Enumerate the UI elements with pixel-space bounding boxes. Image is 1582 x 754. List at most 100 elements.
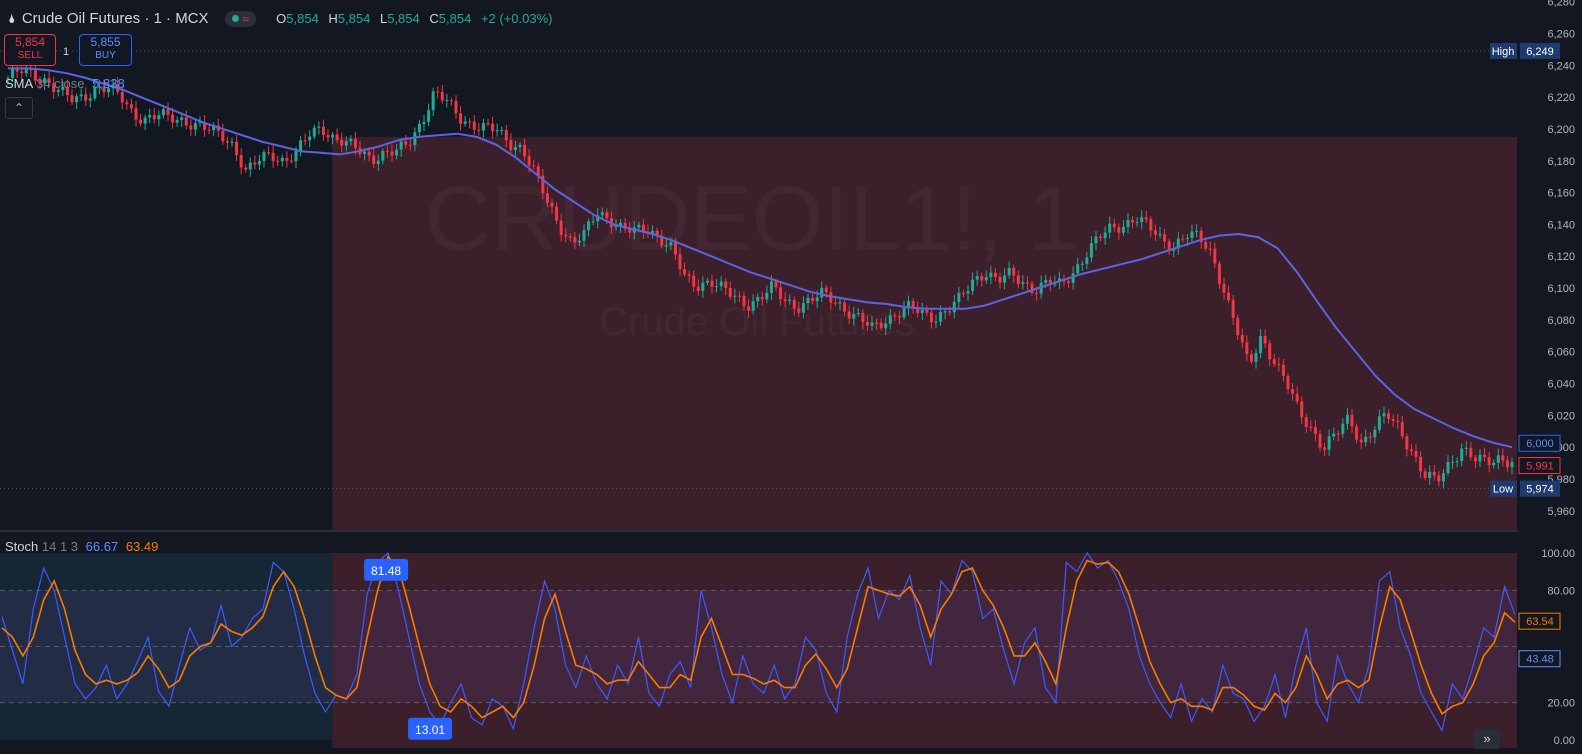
- sma-name: SMA: [5, 76, 33, 91]
- candle-body: [1112, 223, 1116, 228]
- candle-body: [239, 154, 243, 168]
- candle-body: [491, 123, 495, 132]
- candle-body: [1355, 426, 1359, 440]
- candle-body: [600, 212, 604, 216]
- candle-body: [326, 135, 330, 138]
- candle-body: [20, 71, 24, 74]
- candle-body: [468, 121, 472, 123]
- candle-body: [591, 221, 595, 223]
- candle-body: [285, 157, 289, 161]
- candle-body: [1400, 422, 1404, 437]
- candle-body: [1213, 248, 1217, 264]
- candle-body: [1035, 292, 1039, 294]
- candle-body: [673, 242, 677, 255]
- candle-body: [1217, 263, 1221, 284]
- candle-body: [120, 92, 124, 103]
- candle-body: [134, 108, 138, 120]
- candle-body: [568, 236, 572, 238]
- candle-body: [655, 230, 659, 236]
- candle-body: [372, 155, 376, 164]
- market-status-pill[interactable]: ≈: [224, 10, 257, 27]
- candle-body: [897, 316, 901, 318]
- candle-body: [1487, 457, 1491, 466]
- candle-body: [573, 237, 577, 243]
- candle-body: [710, 280, 714, 287]
- sell-button[interactable]: 5,854 SELL: [4, 34, 56, 66]
- candle-body: [271, 152, 275, 161]
- stoch-badge-box: [364, 558, 409, 581]
- stoch-legend[interactable]: Stoch 14 1 3 66.67 63.49: [5, 539, 158, 554]
- candle-body: [152, 115, 156, 120]
- candle-body: [651, 230, 655, 234]
- stoch-badge-1: 13.01: [408, 717, 453, 740]
- candle-body: [614, 225, 618, 228]
- candle-body: [536, 166, 540, 176]
- candle-body: [189, 125, 193, 130]
- candle-body: [486, 123, 490, 125]
- candle-body: [1099, 236, 1103, 239]
- candle-body: [1455, 461, 1459, 463]
- candle-body: [824, 287, 828, 293]
- candle-body: [692, 275, 696, 287]
- candle-body: [93, 87, 97, 99]
- candle-body: [1094, 236, 1098, 244]
- candle-body: [1460, 448, 1464, 462]
- candle-body: [939, 311, 943, 322]
- buy-button[interactable]: 5,855 BUY: [79, 34, 132, 66]
- ohlc-values: O5,854 H5,854 L5,854 C5,854 +2 (+0.03%): [276, 11, 558, 26]
- candle-body: [989, 272, 993, 278]
- candle-body: [193, 123, 197, 130]
- oil-drop-icon: 🌢: [8, 10, 16, 26]
- low-label-bg: [1490, 480, 1517, 497]
- low-value: 5,974: [1526, 484, 1554, 496]
- candle-body: [1021, 282, 1025, 284]
- candle-body: [427, 110, 431, 122]
- candle-body: [1350, 414, 1354, 427]
- candle-body: [1451, 461, 1455, 463]
- sma-params: 34 close: [36, 76, 85, 91]
- stoch-d-line: [1, 555, 1516, 719]
- candle-body: [248, 162, 252, 170]
- candle-body: [212, 125, 216, 131]
- candle-body: [1428, 471, 1432, 478]
- scroll-to-realtime-button[interactable]: »: [1474, 729, 1500, 749]
- candle-body: [495, 130, 499, 132]
- candle-body: [518, 144, 522, 147]
- candle-body: [129, 104, 133, 109]
- price-tick: 6,140: [1547, 219, 1575, 231]
- stoch-badge-text: 81.48: [371, 564, 401, 578]
- sma-line: [8, 67, 1513, 449]
- candle-body: [335, 134, 339, 140]
- symbol-title[interactable]: Crude Oil Futures · 1 · MCX: [21, 10, 209, 27]
- candle-body: [1304, 417, 1308, 427]
- candle-body: [513, 146, 517, 151]
- market-open-dot-icon: [231, 15, 239, 22]
- candles: [6, 61, 1514, 489]
- candle-body: [1469, 447, 1473, 458]
- candle-body: [669, 242, 673, 246]
- price-tick: 6,220: [1547, 92, 1575, 104]
- candle-body: [143, 117, 147, 124]
- change-value: +2 (+0.03%): [480, 11, 553, 26]
- candle-body: [984, 277, 988, 281]
- candle-body: [870, 322, 874, 326]
- candle-body: [1332, 433, 1336, 437]
- candle-body: [1505, 460, 1509, 468]
- candle-body: [102, 86, 106, 93]
- candle-body: [1240, 335, 1244, 343]
- candle-body: [276, 160, 280, 162]
- candle-body: [975, 275, 979, 280]
- price-tick: 5,960: [1547, 506, 1575, 518]
- candle-body: [395, 149, 399, 156]
- candle-body: [166, 109, 170, 115]
- candle-body: [1085, 257, 1089, 264]
- candle-body: [157, 115, 161, 120]
- candle-body: [797, 308, 801, 313]
- candle-body: [317, 126, 321, 128]
- candle-body: [993, 272, 997, 277]
- price-tick: 6,160: [1547, 188, 1575, 200]
- collapse-legend-button[interactable]: ⌃: [5, 97, 33, 119]
- candle-body: [1190, 231, 1194, 239]
- sma-legend[interactable]: SMA 34 close 5,838: [5, 76, 125, 91]
